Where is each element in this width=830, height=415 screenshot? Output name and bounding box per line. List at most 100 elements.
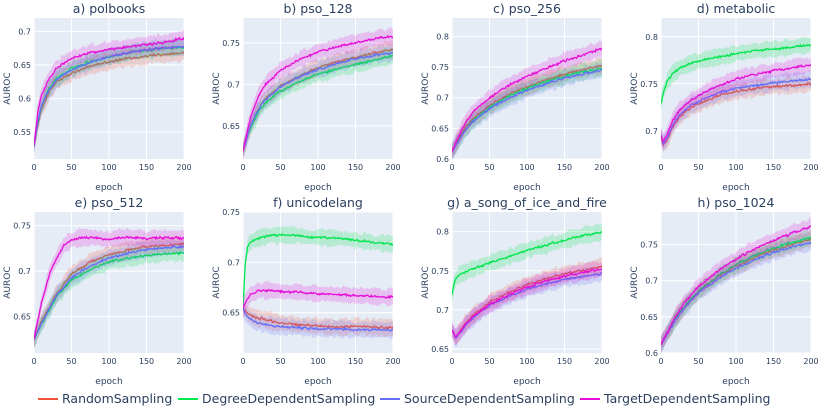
x-tick-label: 200 — [594, 357, 609, 366]
y-tick-label: 0.65 — [431, 124, 449, 133]
x-tick-label: 50 — [275, 163, 285, 172]
y-tick-label: 0.75 — [431, 267, 449, 276]
band-random — [243, 300, 393, 338]
series-source — [452, 272, 602, 339]
series-degree — [661, 43, 811, 104]
subplot-1: 0 50 100 150 200 0.55 0.6 0.65 0.7 a) polbooks epo… — [3, 1, 192, 193]
x-tick-label: 0 — [31, 357, 36, 366]
band-degree — [243, 225, 393, 315]
x-tick-label: 50 — [484, 163, 494, 172]
x-tick-label: 150 — [557, 357, 572, 366]
plot-area — [243, 225, 393, 340]
y-tick-label: 0.6 — [436, 155, 449, 164]
y-tick-label: 0.75 — [222, 208, 240, 217]
y-tick-label: 0.8 — [645, 33, 658, 42]
band-degree — [661, 36, 811, 112]
x-tick-label: 50 — [484, 357, 494, 366]
band-target — [243, 280, 393, 317]
x-axis-label: epoch — [513, 377, 540, 387]
series-random — [34, 50, 184, 146]
series-degree — [452, 231, 602, 296]
band-target — [452, 260, 602, 346]
band-random — [452, 56, 602, 159]
legend-item-degree: DegreeDependentSampling — [178, 391, 375, 406]
subplot-3: 0 50 100 150 200 0.6 0.65 0.7 0.75 0.8 c) pso_256e… — [421, 1, 610, 193]
x-axis-label: epoch — [513, 183, 540, 193]
y-axis-label: AUROC — [212, 72, 222, 104]
x-tick-label: 0 — [449, 357, 454, 366]
x-tick-label: 100 — [101, 357, 116, 366]
y-axis-label: AUROC — [421, 266, 431, 298]
x-tick-label: 50 — [693, 357, 703, 366]
y-tick-label: 0.8 — [436, 32, 449, 41]
y-tick-label: 0.65 — [13, 61, 31, 70]
plot-area — [661, 217, 811, 353]
subplot-title: c) pso_256 — [493, 1, 561, 16]
x-tick-label: 50 — [66, 163, 76, 172]
series-source — [243, 51, 393, 151]
x-tick-label: 150 — [139, 357, 154, 366]
x-tick-label: 200 — [385, 163, 400, 172]
band-source — [34, 37, 184, 156]
series-degree — [243, 54, 393, 151]
y-tick-label: 0.75 — [431, 63, 449, 72]
band-degree — [661, 228, 811, 352]
y-axis-label: AUROC — [212, 266, 222, 298]
band-target — [34, 29, 184, 152]
x-tick-label: 150 — [348, 357, 363, 366]
y-tick-label: 0.7 — [18, 267, 31, 276]
y-tick-label: 0.6 — [645, 349, 658, 358]
subplot-4: 0 50 100 150 200 0.7 0.75 0.8 d) metabolic epoch A… — [630, 1, 819, 193]
y-tick-label: 0.7 — [436, 94, 449, 103]
x-tick-label: 200 — [594, 163, 609, 172]
plot-area — [452, 40, 602, 159]
y-tick-label: 0.75 — [222, 39, 240, 48]
y-tick-label: 0.7 — [18, 27, 31, 36]
plot-area — [34, 29, 184, 156]
x-tick-label: 100 — [728, 357, 743, 366]
x-tick-label: 100 — [101, 163, 116, 172]
subplot-title: b) pso_128 — [284, 1, 353, 16]
x-tick-label: 150 — [139, 163, 154, 172]
series-source — [34, 245, 184, 340]
y-axis-label: AUROC — [630, 72, 640, 104]
series-target — [452, 47, 602, 153]
series-degree — [243, 233, 393, 308]
x-tick-label: 50 — [693, 163, 703, 172]
y-tick-label: 0.7 — [227, 258, 240, 267]
y-tick-label: 0.6 — [18, 95, 31, 104]
x-axis-label: epoch — [95, 377, 122, 387]
y-tick-label: 0.7 — [645, 127, 658, 136]
y-tick-label: 0.55 — [13, 128, 31, 137]
series-target — [243, 288, 393, 308]
legend-label: TargetDependentSampling — [603, 391, 771, 406]
y-tick-label: 0.65 — [13, 313, 31, 322]
plot-area — [243, 27, 393, 159]
series-source — [661, 241, 811, 346]
x-tick-label: 100 — [310, 357, 325, 366]
x-axis-label: epoch — [304, 377, 331, 387]
series-source — [452, 68, 602, 153]
x-tick-label: 200 — [803, 357, 818, 366]
series-source — [661, 77, 811, 145]
x-tick-label: 150 — [557, 163, 572, 172]
x-axis-label: epoch — [304, 183, 331, 193]
x-tick-label: 150 — [766, 163, 781, 172]
series-degree — [661, 236, 811, 345]
subplot-8: 0 50 100 150 200 0.6 0.65 0.7 0.75 h) pso_1024epo… — [630, 195, 819, 387]
series-random — [661, 82, 811, 147]
y-tick-label: 0.7 — [436, 306, 449, 315]
x-tick-label: 0 — [658, 163, 663, 172]
y-tick-label: 0.65 — [640, 313, 658, 322]
band-target — [243, 27, 393, 159]
band-source — [34, 238, 184, 348]
band-target — [34, 227, 184, 347]
series-random — [243, 307, 393, 330]
x-axis-label: epoch — [722, 183, 749, 193]
x-tick-label: 200 — [176, 357, 191, 366]
y-axis-label: AUROC — [3, 72, 13, 104]
series-source — [243, 307, 393, 332]
series-target — [452, 268, 602, 338]
y-tick-label: 0.8 — [436, 228, 449, 237]
